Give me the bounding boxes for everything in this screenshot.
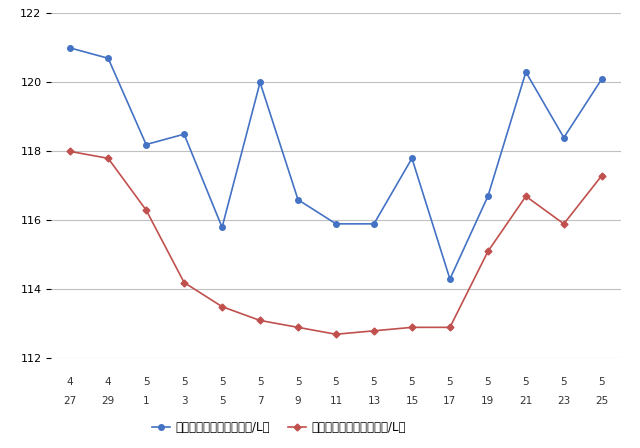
Line: レギュラー実売価格（円/L）: レギュラー実売価格（円/L） [68, 149, 604, 337]
レギュラー看板価格（円/L） [484, 194, 492, 199]
レギュラー看板価格（円/L） [332, 221, 340, 227]
Text: 7: 7 [257, 396, 264, 406]
レギュラー看板価格（円/L） [294, 197, 302, 202]
Text: 4: 4 [67, 377, 74, 388]
レギュラー実売価格（円/L） [294, 325, 302, 330]
レギュラー実売価格（円/L） [332, 332, 340, 337]
Text: 21: 21 [519, 396, 532, 406]
Text: 17: 17 [444, 396, 456, 406]
Text: 5: 5 [257, 377, 264, 388]
Text: 15: 15 [405, 396, 419, 406]
Text: 3: 3 [180, 396, 188, 406]
Text: 5: 5 [294, 377, 301, 388]
Text: 5: 5 [143, 377, 150, 388]
レギュラー実売価格（円/L） [142, 207, 150, 213]
Text: 5: 5 [219, 377, 225, 388]
レギュラー実売価格（円/L） [180, 280, 188, 285]
レギュラー実売価格（円/L） [408, 325, 416, 330]
Text: 9: 9 [294, 396, 301, 406]
Text: 5: 5 [447, 377, 453, 388]
レギュラー実売価格（円/L） [560, 221, 568, 227]
レギュラー実売価格（円/L） [104, 155, 112, 161]
Text: 25: 25 [595, 396, 609, 406]
レギュラー看板価格（円/L） [142, 142, 150, 147]
Text: 5: 5 [522, 377, 529, 388]
Legend: レギュラー看板価格（円/L）, レギュラー実売価格（円/L）: レギュラー看板価格（円/L）, レギュラー実売価格（円/L） [147, 416, 411, 439]
レギュラー看板価格（円/L） [560, 135, 568, 140]
Text: 11: 11 [330, 396, 342, 406]
Text: 27: 27 [63, 396, 77, 406]
レギュラー看板価格（円/L） [370, 221, 378, 227]
Text: 5: 5 [561, 377, 567, 388]
Text: 1: 1 [143, 396, 150, 406]
Text: 5: 5 [333, 377, 339, 388]
レギュラー看板価格（円/L） [522, 69, 530, 75]
Text: 5: 5 [484, 377, 492, 388]
Text: 23: 23 [557, 396, 570, 406]
レギュラー実売価格（円/L） [598, 173, 605, 178]
レギュラー看板価格（円/L） [104, 56, 112, 61]
Text: 29: 29 [102, 396, 115, 406]
レギュラー看板価格（円/L） [446, 276, 454, 282]
Text: 5: 5 [219, 396, 225, 406]
レギュラー実売価格（円/L） [218, 304, 226, 310]
レギュラー看板価格（円/L） [256, 80, 264, 85]
Text: 4: 4 [105, 377, 111, 388]
レギュラー実売価格（円/L） [522, 194, 530, 199]
レギュラー実売価格（円/L） [256, 318, 264, 323]
Line: レギュラー看板価格（円/L）: レギュラー看板価格（円/L） [67, 45, 605, 282]
レギュラー看板価格（円/L） [598, 76, 605, 82]
Text: 5: 5 [408, 377, 415, 388]
Text: 5: 5 [180, 377, 188, 388]
レギュラー実売価格（円/L） [67, 149, 74, 154]
レギュラー実売価格（円/L） [484, 249, 492, 254]
レギュラー看板価格（円/L） [67, 45, 74, 51]
レギュラー看板価格（円/L） [218, 224, 226, 230]
Text: 19: 19 [481, 396, 495, 406]
レギュラー実売価格（円/L） [446, 325, 454, 330]
レギュラー実売価格（円/L） [370, 328, 378, 333]
Text: 5: 5 [371, 377, 378, 388]
レギュラー看板価格（円/L） [408, 155, 416, 161]
Text: 13: 13 [367, 396, 381, 406]
Text: 5: 5 [598, 377, 605, 388]
レギュラー看板価格（円/L） [180, 132, 188, 137]
